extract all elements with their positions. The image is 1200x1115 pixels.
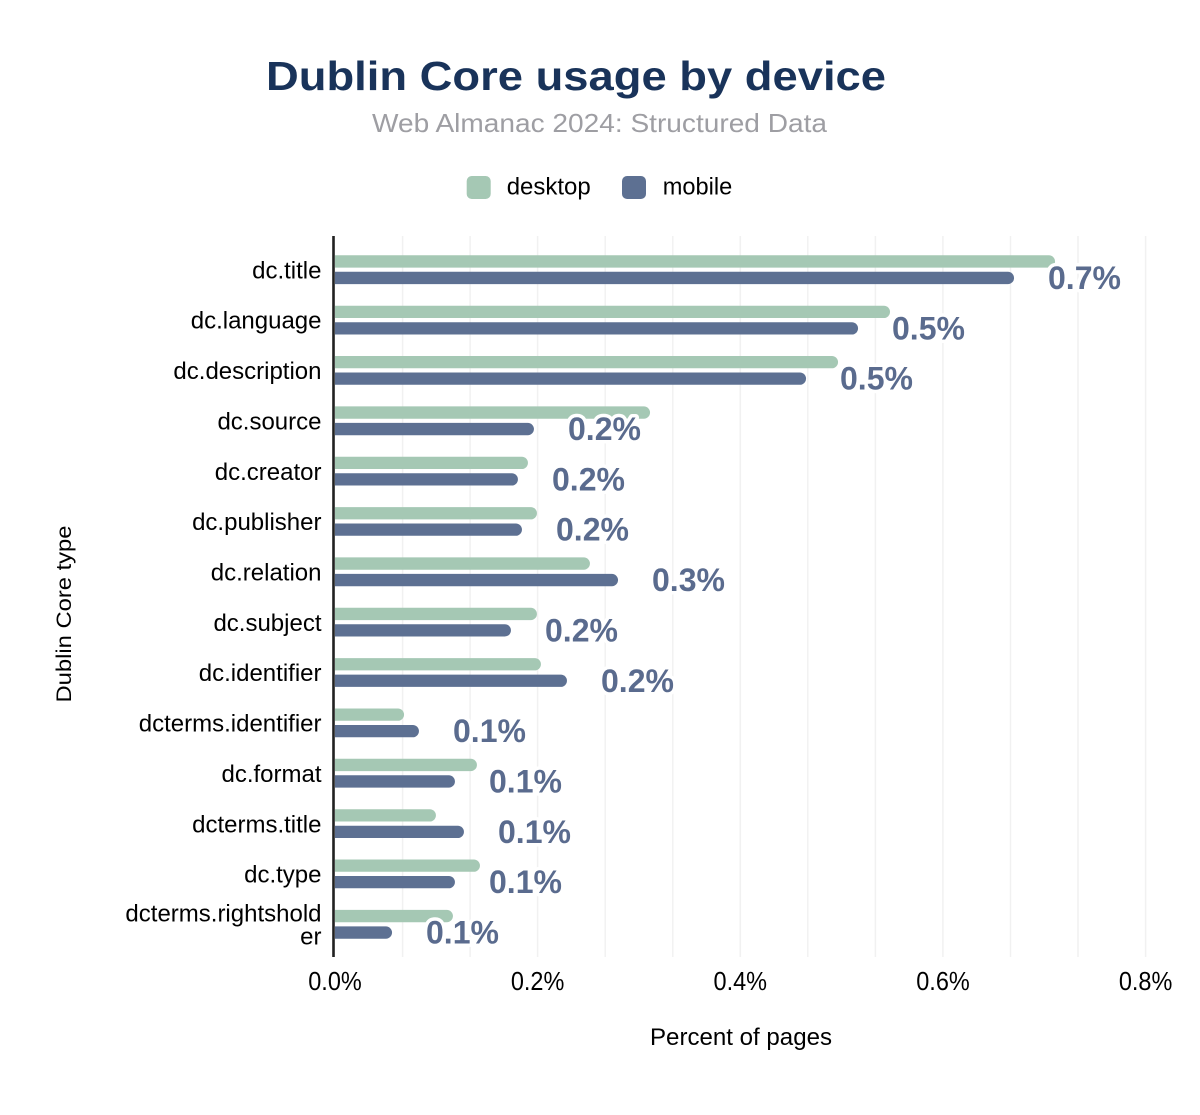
svg-text:0.2%: 0.2% [568, 411, 641, 447]
svg-text:dcterms.title: dcterms.title [192, 811, 321, 838]
svg-text:dc.subject: dc.subject [213, 610, 321, 637]
svg-text:0.1%: 0.1% [498, 814, 571, 850]
svg-text:0.7%: 0.7% [1048, 260, 1121, 296]
svg-text:0.1%: 0.1% [489, 763, 562, 799]
svg-text:0.2%: 0.2% [545, 612, 618, 648]
svg-text:dc.type: dc.type [244, 862, 321, 889]
svg-text:0.1%: 0.1% [426, 915, 499, 951]
svg-text:Percent of pages: Percent of pages [650, 1024, 832, 1051]
svg-text:0.8%: 0.8% [1119, 966, 1173, 996]
svg-text:dc.title: dc.title [252, 257, 321, 284]
svg-text:0.5%: 0.5% [892, 310, 965, 346]
svg-text:Dublin Core type: Dublin Core type [53, 526, 76, 703]
svg-text:dc.format: dc.format [221, 761, 321, 788]
svg-text:dc.creator: dc.creator [215, 459, 322, 486]
svg-text:dc.relation: dc.relation [211, 560, 322, 587]
svg-text:0.2%: 0.2% [601, 663, 674, 699]
svg-text:0.1%: 0.1% [453, 713, 526, 749]
svg-text:0.5%: 0.5% [840, 361, 913, 397]
svg-text:Web Almanac 2024: Structured D: Web Almanac 2024: Structured Data [372, 108, 828, 138]
svg-text:0.2%: 0.2% [552, 461, 625, 497]
svg-text:Dublin Core usage by device: Dublin Core usage by device [266, 53, 886, 99]
svg-text:dc.identifier: dc.identifier [199, 660, 322, 687]
svg-text:dcterms.rightshold: dcterms.rightshold [125, 901, 321, 928]
svg-text:mobile: mobile [663, 174, 733, 201]
svg-text:desktop: desktop [507, 174, 591, 201]
svg-text:dc.publisher: dc.publisher [192, 509, 321, 536]
svg-text:0.2%: 0.2% [556, 512, 629, 548]
svg-text:dc.language: dc.language [191, 308, 322, 335]
svg-text:0.6%: 0.6% [916, 966, 970, 996]
svg-text:dcterms.identifier: dcterms.identifier [139, 711, 322, 738]
svg-text:0.4%: 0.4% [714, 966, 768, 996]
svg-text:0.2%: 0.2% [511, 966, 565, 996]
svg-text:dc.source: dc.source [217, 408, 321, 435]
svg-text:0.3%: 0.3% [652, 562, 725, 598]
svg-text:0.1%: 0.1% [489, 864, 562, 900]
svg-text:0.0%: 0.0% [308, 966, 362, 996]
svg-text:er: er [300, 923, 321, 950]
svg-text:dc.description: dc.description [173, 358, 321, 385]
